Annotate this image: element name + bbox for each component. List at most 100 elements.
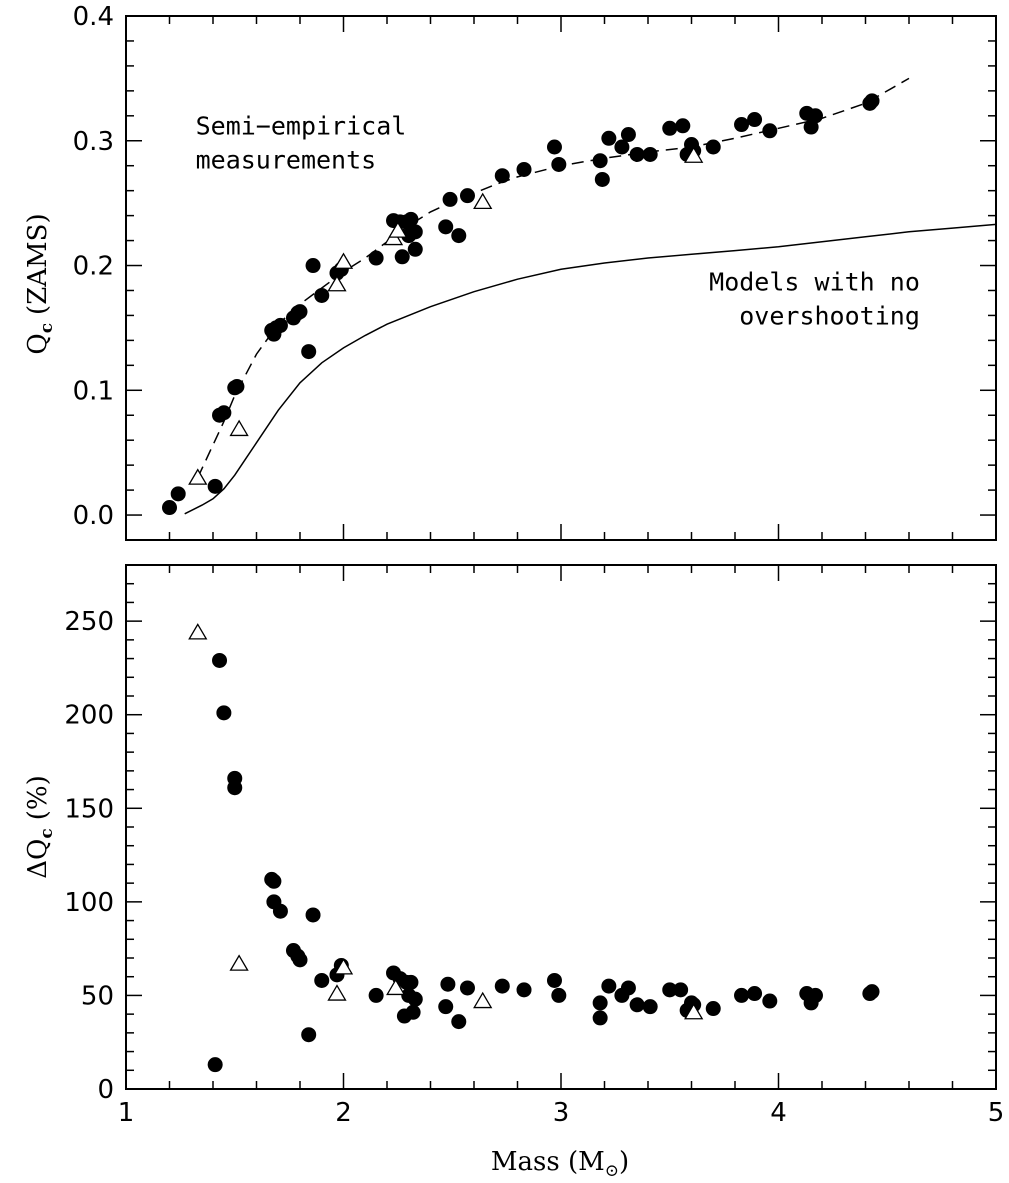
bottom-y-axis-title: ΔQc (%) [23,775,57,878]
data-point-circle [266,873,282,889]
data-point-circle [438,219,454,235]
data-point-circle [546,139,562,155]
data-point-circle [516,982,532,998]
y-tick-label: 0 [97,1075,114,1105]
data-point-circle [592,153,608,169]
y-tick-label: 0.3 [73,127,114,157]
annotation-line: Models with no [709,267,920,296]
data-point-triangle [333,252,354,269]
data-point-circle [516,161,532,177]
top-panel-tick-labels: 0.0 0.1 0.2 0.3 0.4 [73,2,114,531]
data-point-circle [762,123,778,139]
data-point-circle [442,191,458,207]
y-tick-label: 0.1 [73,376,114,406]
data-point-circle [438,999,454,1015]
data-point-circle [451,1014,467,1030]
top-y-axis-title: Qc (ZAMS) [23,213,57,354]
bottom-panel-ticks [125,564,997,1090]
data-point-circle [212,652,228,668]
data-point-circle [301,344,317,360]
y-tick-label: 200 [64,701,114,731]
top-panel-annotations: Semi−empirical measurements Models with no… [196,112,920,331]
y-tick-label: 250 [64,607,114,637]
data-point-circle [403,974,419,990]
data-point-circle [403,211,419,227]
data-point-circle [620,980,636,996]
model-curve-no-overshooting [184,223,997,515]
data-point-circle [162,500,177,516]
data-point-circle [705,139,721,155]
data-point-circle [407,991,423,1007]
data-point-circle [405,1004,421,1020]
data-point-circle [272,903,288,919]
data-point-circle [494,168,510,184]
data-point-circle [394,249,410,265]
data-point-circle [305,258,321,274]
data-point-circle [440,976,456,992]
data-point-circle [229,379,245,395]
data-point-circle [551,987,567,1003]
data-point-circle [459,188,475,204]
y-tick-label: 50 [81,981,114,1011]
annotation-line: overshooting [739,301,920,330]
data-point-circle [314,972,330,988]
data-point-circle [620,127,636,143]
data-point-circle [642,999,658,1015]
data-point-circle [546,972,562,988]
top-panel-markers [162,93,880,516]
data-point-circle [368,250,384,266]
data-point-circle [629,997,645,1013]
data-point-circle [662,120,678,136]
data-point-circle [803,119,819,135]
data-point-triangle [473,192,493,210]
data-point-triangle [333,958,354,975]
y-tick-label: 150 [64,794,114,824]
data-point-circle [734,117,750,133]
x-tick-label: 2 [335,1098,352,1128]
data-point-circle [170,486,186,502]
x-tick-label: 5 [988,1098,1005,1128]
data-point-circle [227,780,243,796]
top-y-axis-title-sub: c [37,323,57,333]
x-tick-label: 3 [553,1098,570,1128]
data-point-triangle [684,1002,704,1020]
data-point-circle [451,228,467,244]
data-point-circle [747,112,763,128]
data-point-circle [551,156,567,172]
y-tick-label: 100 [64,888,114,918]
x-tick-label: 4 [770,1098,787,1128]
data-point-triangle [188,623,208,640]
data-point-circle [747,986,763,1002]
data-point-triangle [386,978,406,996]
y-tick-label: 0.4 [73,2,114,32]
bottom-panel-frame [125,564,997,1090]
data-point-circle [601,978,617,994]
data-point-circle [314,287,330,303]
data-point-circle [368,987,384,1003]
bottom-y-axis-title-main: ΔQ [23,839,53,879]
data-point-circle [594,171,610,187]
data-point-circle [301,1027,317,1043]
top-panel: 0.0 0.1 0.2 0.3 0.4 Semi−empirical measuremen… [23,2,997,541]
data-point-circle [807,987,823,1003]
data-point-circle [642,146,658,162]
data-point-triangle [684,146,704,163]
data-point-circle [662,982,678,998]
data-point-circle [207,478,223,494]
data-point-triangle [229,419,249,437]
data-point-circle [272,317,288,333]
data-point-triangle [229,954,249,971]
data-point-circle [494,978,510,994]
y-tick-label: 0.0 [73,501,114,531]
data-point-circle [864,93,880,109]
data-point-triangle [188,468,208,485]
data-point-circle [675,118,691,134]
data-point-circle [407,224,423,240]
data-point-circle [762,993,778,1009]
data-point-circle [407,241,423,257]
data-point-circle [292,952,308,968]
data-point-circle [592,1010,608,1026]
data-point-circle [459,980,475,996]
x-axis-title-sub: ⊙ [605,1161,619,1181]
